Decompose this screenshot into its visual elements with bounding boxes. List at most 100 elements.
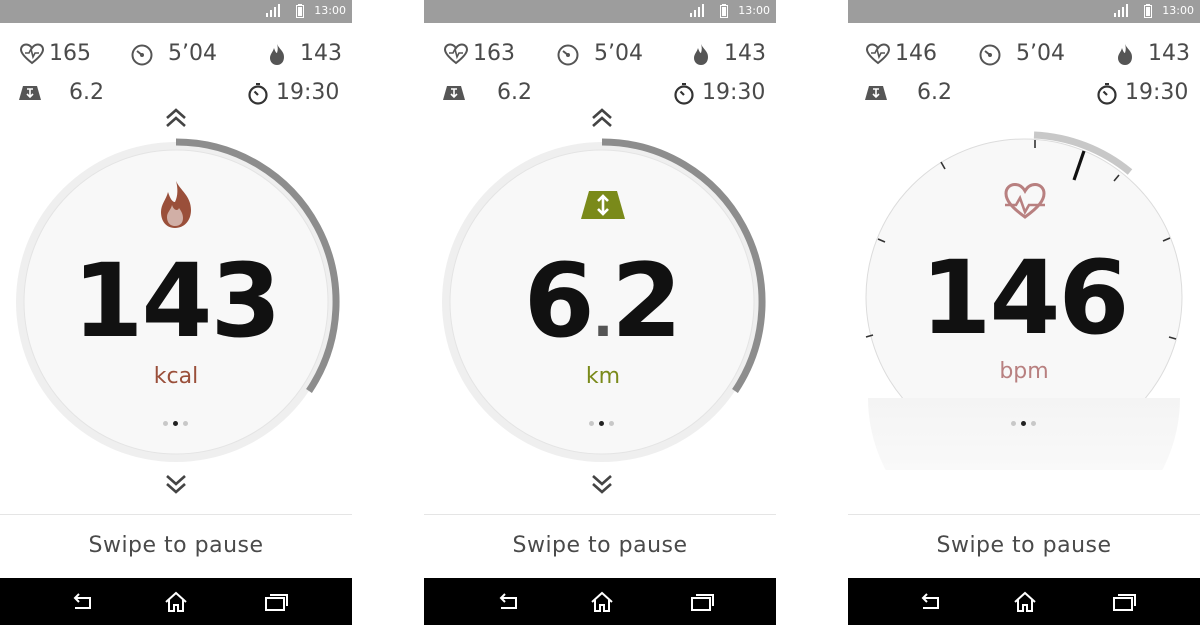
page-indicator bbox=[1009, 421, 1039, 427]
home-icon[interactable] bbox=[1012, 590, 1038, 614]
chevron-down-icon[interactable] bbox=[590, 472, 614, 496]
heart-rate-value: 146 bbox=[895, 41, 937, 66]
page-dot bbox=[1011, 421, 1016, 426]
distance-value: 6.2 bbox=[497, 80, 532, 105]
pace-stat: 5’04 bbox=[556, 41, 656, 67]
timer-value: 19:30 bbox=[276, 80, 340, 105]
pace-gauge-icon bbox=[557, 44, 579, 66]
pace-value: 5’04 bbox=[594, 41, 643, 66]
timer-icon bbox=[1097, 83, 1117, 105]
signal-icon bbox=[690, 4, 704, 17]
timer-value: 19:30 bbox=[1125, 80, 1189, 105]
distance-unit: km bbox=[585, 364, 621, 389]
back-icon[interactable] bbox=[496, 590, 522, 614]
timer-value: 19:30 bbox=[702, 80, 766, 105]
pace-stat: 5’04 bbox=[130, 41, 230, 67]
distance-stat: 6.2 bbox=[442, 80, 542, 106]
heart-rate-value-large: 146 bbox=[920, 239, 1130, 358]
distance-value: 6.2 bbox=[917, 80, 952, 105]
heart-rate-stat: 163 bbox=[443, 41, 543, 67]
pace-stat: 5’04 bbox=[978, 41, 1078, 67]
timer-stat: 19:30 bbox=[672, 80, 776, 106]
heart-rate-icon bbox=[19, 43, 45, 65]
divider bbox=[0, 514, 352, 515]
distance-icon bbox=[19, 86, 41, 100]
chevron-up-icon[interactable] bbox=[590, 106, 614, 130]
timer-stat: 19:30 bbox=[1095, 80, 1199, 106]
calories-value: 143 bbox=[300, 41, 342, 66]
heart-rate-stat: 146 bbox=[865, 41, 965, 67]
distance-icon bbox=[443, 86, 465, 100]
timer-icon bbox=[674, 83, 694, 105]
calories-value-large: 143 bbox=[72, 242, 282, 361]
heart-rate-value: 163 bbox=[473, 41, 515, 66]
back-icon[interactable] bbox=[70, 590, 96, 614]
recent-apps-icon[interactable] bbox=[263, 590, 289, 614]
calories-flame-icon bbox=[270, 44, 284, 65]
distance-value-large: 6.2 bbox=[426, 247, 776, 373]
phone-screen-distance: 13:00 163 5’04 143 6.2 19:30 bbox=[424, 0, 776, 625]
navigation-bar bbox=[848, 578, 1200, 625]
status-time: 13:00 bbox=[1162, 4, 1194, 17]
phone-screen-heart-rate: 13:00 146 5’04 143 6.2 19:30 bbox=[848, 0, 1200, 625]
distance-value-separator: . bbox=[592, 286, 613, 349]
page-dot bbox=[183, 421, 188, 426]
heart-rate-icon bbox=[865, 43, 891, 65]
recent-apps-icon[interactable] bbox=[689, 590, 715, 614]
status-time: 13:00 bbox=[738, 4, 770, 17]
distance-arrows-icon bbox=[581, 191, 625, 219]
heart-rate-unit: bpm bbox=[999, 359, 1049, 384]
distance-icon bbox=[865, 86, 887, 100]
flame-icon bbox=[161, 181, 191, 228]
distance-dial bbox=[442, 138, 766, 462]
calories-unit: kcal bbox=[153, 364, 199, 389]
pace-value: 5’04 bbox=[168, 41, 217, 66]
battery-icon bbox=[720, 4, 728, 18]
swipe-to-pause[interactable]: Swipe to pause bbox=[512, 533, 688, 558]
status-bar: 13:00 bbox=[848, 0, 1200, 23]
swipe-to-pause[interactable]: Swipe to pause bbox=[88, 533, 264, 558]
distance-value: 6.2 bbox=[69, 80, 104, 105]
distance-stat: 6.2 bbox=[864, 80, 964, 106]
calories-stat: 143 bbox=[692, 41, 772, 67]
heart-pulse-icon bbox=[1004, 182, 1046, 219]
recent-apps-icon[interactable] bbox=[1111, 590, 1137, 614]
calories-dial bbox=[16, 138, 340, 462]
pace-gauge-icon bbox=[979, 44, 1001, 66]
chevron-up-icon[interactable] bbox=[164, 106, 188, 130]
heart-rate-icon bbox=[443, 43, 469, 65]
signal-icon bbox=[266, 4, 280, 17]
battery-icon bbox=[296, 4, 304, 18]
page-dot bbox=[589, 421, 594, 426]
navigation-bar bbox=[0, 578, 352, 625]
heart-rate-gauge bbox=[865, 131, 1183, 470]
calories-stat: 143 bbox=[1116, 41, 1196, 67]
status-bar: 13:00 bbox=[0, 0, 352, 23]
distance-value-int: 6 bbox=[523, 242, 595, 361]
page-dot-active bbox=[599, 421, 604, 426]
pace-gauge-icon bbox=[131, 44, 153, 66]
home-icon[interactable] bbox=[163, 590, 189, 614]
divider bbox=[424, 514, 776, 515]
timer-stat: 19:30 bbox=[246, 80, 350, 106]
heart-rate-value: 165 bbox=[49, 41, 91, 66]
calories-stat: 143 bbox=[268, 41, 348, 67]
navigation-bar bbox=[424, 578, 776, 625]
battery-icon bbox=[1144, 4, 1152, 18]
home-icon[interactable] bbox=[589, 590, 615, 614]
back-icon[interactable] bbox=[918, 590, 944, 614]
page-dot-active bbox=[173, 421, 178, 426]
status-time: 13:00 bbox=[314, 4, 346, 17]
heart-rate-stat: 165 bbox=[19, 41, 119, 67]
page-dot-active bbox=[1021, 421, 1026, 426]
swipe-to-pause[interactable]: Swipe to pause bbox=[936, 533, 1112, 558]
divider bbox=[848, 514, 1200, 515]
chevron-down-icon[interactable] bbox=[164, 472, 188, 496]
timer-icon bbox=[248, 83, 268, 105]
pace-value: 5’04 bbox=[1016, 41, 1065, 66]
signal-icon bbox=[1114, 4, 1128, 17]
phone-screen-calories: 13:00 165 5’04 143 6.2 19:30 bbox=[0, 0, 352, 625]
page-indicator bbox=[161, 421, 191, 427]
calories-flame-icon bbox=[1118, 44, 1132, 65]
page-dot bbox=[1031, 421, 1036, 426]
